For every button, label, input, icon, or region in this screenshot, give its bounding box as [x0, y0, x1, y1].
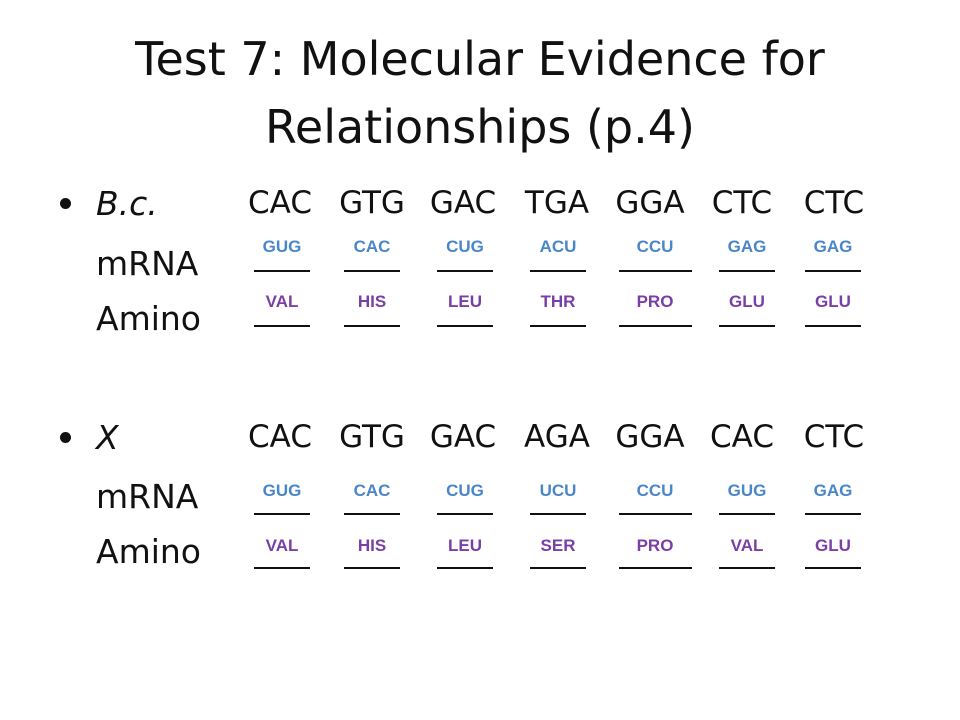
amino-acid: LEU	[448, 292, 482, 311]
amino-row-label: Amino	[96, 299, 201, 338]
dna-codon: GGA	[615, 419, 685, 455]
amino-answer-line	[530, 325, 586, 327]
amino-acid: THR	[540, 292, 576, 311]
mrna-row-label: mRNA	[96, 244, 199, 283]
mrna-codon: GAG	[727, 237, 767, 256]
mrna-row-label: mRNA	[96, 477, 199, 516]
dna-codon: AGA	[524, 419, 590, 455]
mrna-answer-line	[254, 270, 310, 272]
mrna-codon: UCU	[539, 481, 577, 500]
mrna-codon: ACU	[539, 237, 577, 256]
mrna-codon: CCU	[636, 237, 674, 256]
dna-codon: CAC	[710, 419, 774, 455]
mrna-codon: GUG	[262, 481, 302, 500]
amino-acid: LEU	[448, 536, 482, 555]
bullet-icon	[60, 432, 71, 443]
dna-codon: CTC	[803, 185, 865, 221]
amino-acid: GLU	[815, 292, 851, 311]
mrna-codon: GUG	[727, 481, 767, 500]
amino-acid: HIS	[357, 292, 387, 311]
amino-acid: VAL	[265, 292, 299, 311]
mrna-answer-line	[530, 270, 586, 272]
mrna-answer-line	[618, 270, 692, 272]
mrna-codon: CUG	[446, 481, 484, 500]
dna-codon: CTC	[803, 419, 865, 455]
amino-acid: VAL	[265, 536, 299, 555]
bullet-icon	[60, 198, 71, 209]
mrna-codon: CCU	[636, 481, 674, 500]
amino-acid: HIS	[357, 536, 387, 555]
mrna-answer-line	[719, 513, 775, 515]
dna-codon: GGA	[615, 185, 685, 221]
mrna-codon: GAG	[813, 481, 853, 500]
slide-title-line-1: Test 7: Molecular Evidence for	[135, 32, 825, 86]
slide-title-line-2: Relationships (p.4)	[265, 100, 695, 154]
amino-acid: PRO	[636, 292, 674, 311]
mrna-answer-line	[344, 513, 400, 515]
mrna-answer-line	[254, 513, 310, 515]
amino-answer-line	[719, 567, 775, 569]
mrna-answer-line	[530, 513, 586, 515]
amino-answer-line	[805, 325, 861, 327]
organism-label: B.c.	[96, 184, 158, 223]
amino-answer-line	[254, 325, 310, 327]
amino-acid: GLU	[815, 536, 851, 555]
amino-answer-line	[254, 567, 310, 569]
amino-answer-line	[719, 325, 775, 327]
amino-answer-line	[437, 325, 493, 327]
dna-codon: CAC	[248, 185, 312, 221]
amino-answer-line	[805, 567, 861, 569]
organism-label: X	[96, 418, 119, 457]
dna-codon: GAC	[429, 185, 497, 221]
mrna-codon: GUG	[262, 237, 302, 256]
amino-answer-line	[530, 567, 586, 569]
amino-answer-line	[344, 325, 400, 327]
amino-row-label: Amino	[96, 532, 201, 571]
amino-answer-line	[618, 567, 692, 569]
mrna-codon: CUG	[446, 237, 484, 256]
amino-answer-line	[344, 567, 400, 569]
dna-codon: GTG	[339, 185, 405, 221]
mrna-answer-line	[437, 513, 493, 515]
amino-acid: PRO	[636, 536, 674, 555]
amino-answer-line	[437, 567, 493, 569]
dna-codon: GTG	[339, 419, 405, 455]
amino-acid: GLU	[729, 292, 765, 311]
amino-acid: VAL	[730, 536, 764, 555]
mrna-answer-line	[805, 270, 861, 272]
mrna-answer-line	[618, 513, 692, 515]
mrna-answer-line	[805, 513, 861, 515]
mrna-answer-line	[344, 270, 400, 272]
mrna-answer-line	[437, 270, 493, 272]
dna-codon: GAC	[429, 419, 497, 455]
amino-acid: SER	[540, 536, 576, 555]
dna-codon: TGA	[524, 185, 590, 221]
mrna-codon: CAC	[353, 481, 391, 500]
mrna-codon: CAC	[353, 237, 391, 256]
mrna-codon: GAG	[813, 237, 853, 256]
dna-codon: CAC	[248, 419, 312, 455]
mrna-answer-line	[719, 270, 775, 272]
dna-codon: CTC	[711, 185, 773, 221]
amino-answer-line	[618, 325, 692, 327]
